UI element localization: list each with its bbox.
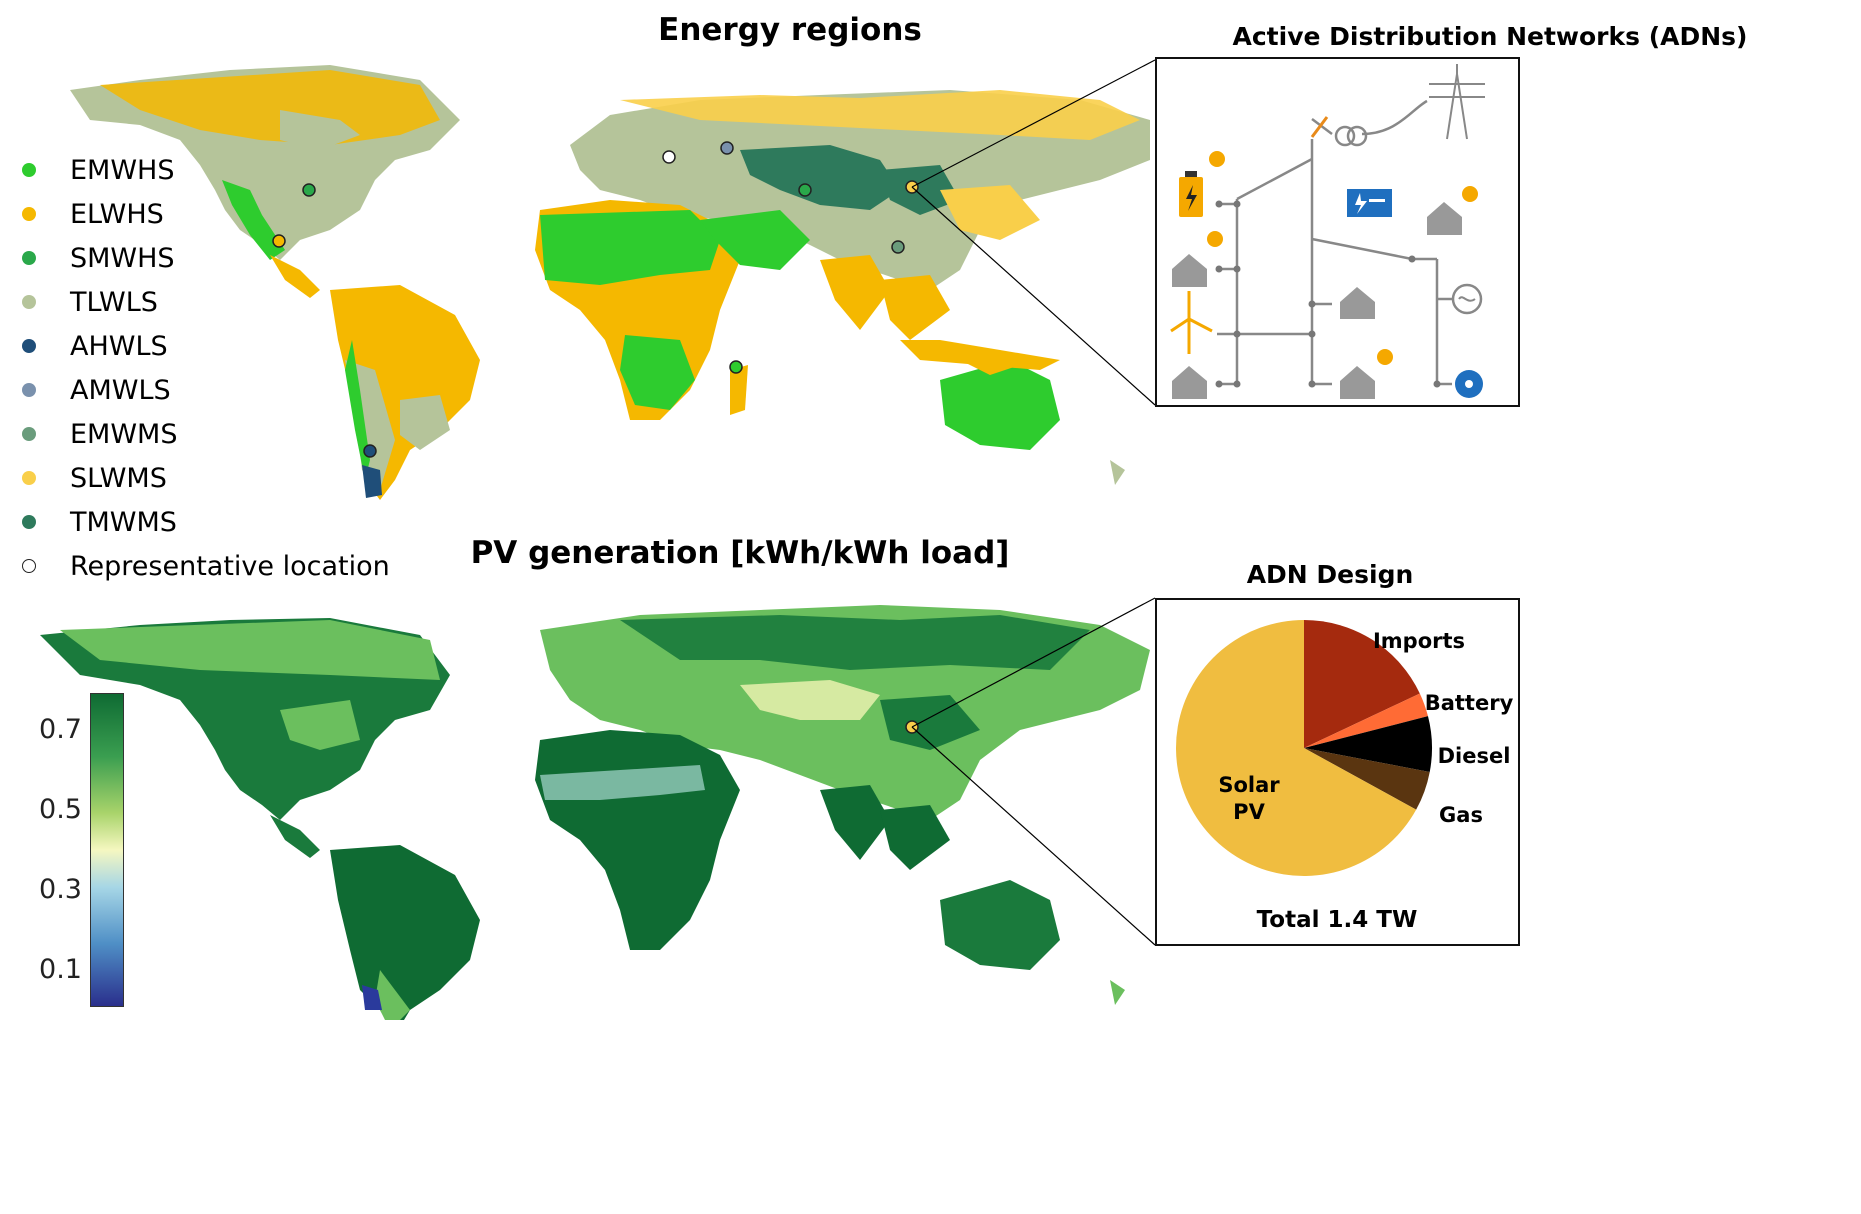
pie-slice-solar-pv bbox=[1176, 620, 1417, 876]
south-america-landmass bbox=[330, 845, 480, 1020]
legend-label: SLWMS bbox=[70, 462, 167, 494]
pie-label: Gas bbox=[1439, 803, 1483, 827]
transmission-tower-icon bbox=[1429, 64, 1485, 140]
pie-slice-diesel bbox=[1304, 716, 1432, 772]
bottom-map-title: PV generation [kWh/kWh load] bbox=[470, 535, 1010, 571]
rep-location-marker bbox=[363, 444, 377, 458]
north-america-tundra bbox=[100, 70, 440, 145]
sun-icon bbox=[1377, 349, 1393, 365]
house-icon bbox=[1340, 349, 1393, 399]
pv-generation-map bbox=[40, 597, 1156, 1020]
legend-item: TLWLS bbox=[22, 280, 442, 324]
legend-swatch bbox=[22, 427, 36, 441]
legend-label: ELWHS bbox=[70, 198, 164, 230]
generator-icon bbox=[1347, 189, 1392, 217]
colorbar-tick: 0.5 bbox=[39, 794, 82, 825]
legend-item-representative: Representative location bbox=[22, 544, 442, 588]
open-circle-icon bbox=[22, 559, 36, 573]
legend-item: EMWMS bbox=[22, 412, 442, 456]
legend-label: TLWLS bbox=[70, 286, 158, 318]
australia-landmass bbox=[940, 880, 1060, 970]
pie-slice-gas bbox=[1304, 748, 1430, 810]
legend-label: AMWLS bbox=[70, 374, 171, 406]
rep-location-marker bbox=[891, 240, 905, 254]
adn-schematic bbox=[1170, 64, 1485, 399]
legend-item: AHWLS bbox=[22, 324, 442, 368]
house-icon bbox=[1340, 287, 1375, 319]
pie-label: Imports bbox=[1373, 629, 1465, 653]
colorbar-tick: 0.1 bbox=[39, 954, 82, 985]
legend-label: TMWMS bbox=[70, 506, 177, 538]
rep-location-marker bbox=[302, 183, 316, 197]
adn-design-title: ADN Design bbox=[1246, 560, 1414, 589]
legend-item: EMWHS bbox=[22, 148, 442, 192]
energy-region-legend: EMWHS ELWHS SMWHS TLWLS AHWLS AMWLS EMWM… bbox=[22, 148, 442, 588]
rep-location-marker bbox=[729, 360, 743, 374]
battery-icon bbox=[1179, 151, 1225, 217]
rep-location-marker bbox=[720, 141, 734, 155]
sahara-region bbox=[540, 210, 720, 285]
australia-landmass bbox=[940, 360, 1060, 450]
adn-title: Active Distribution Networks (ADNs) bbox=[1232, 22, 1748, 51]
pie-label: PV bbox=[1233, 800, 1265, 824]
rep-location-marker bbox=[662, 150, 676, 164]
legend-label: EMWMS bbox=[70, 418, 178, 450]
wind-turbine-icon bbox=[1170, 291, 1213, 354]
gas-turbine-icon bbox=[1455, 370, 1483, 398]
legend-swatch bbox=[22, 163, 36, 177]
adn-design-panel: Solar PV Imports Battery Diesel Gas Total 1.4 … bbox=[1155, 598, 1520, 946]
legend-item: AMWLS bbox=[22, 368, 442, 412]
legend-label: SMWHS bbox=[70, 242, 175, 274]
sun-icon bbox=[1209, 151, 1225, 167]
mexico-region bbox=[222, 180, 285, 260]
sun-icon bbox=[1462, 186, 1478, 202]
legend-label: Representative location bbox=[70, 550, 390, 582]
legend-item: SLWMS bbox=[22, 456, 442, 500]
transformer-icon bbox=[1334, 125, 1356, 147]
legend-swatch bbox=[22, 207, 36, 221]
legend-label: AHWLS bbox=[70, 330, 168, 362]
legend-swatch bbox=[22, 515, 36, 529]
pie-slice-imports bbox=[1304, 620, 1420, 748]
ac-source-icon bbox=[1451, 283, 1483, 315]
legend-swatch bbox=[22, 339, 36, 353]
rep-location-marker bbox=[272, 234, 286, 248]
legend-item: TMWMS bbox=[22, 500, 442, 544]
colorbar bbox=[90, 693, 124, 1007]
rep-location-marker bbox=[798, 183, 812, 197]
house-icon bbox=[1427, 186, 1478, 235]
pie-label: Solar bbox=[1218, 773, 1280, 797]
pie-total-label: Total 1.4 TW bbox=[1257, 907, 1418, 933]
africa-landmass bbox=[535, 730, 740, 950]
adn-schematic-panel bbox=[1155, 57, 1520, 407]
energy-regions-map bbox=[70, 59, 1156, 500]
sun-icon bbox=[1207, 231, 1223, 247]
pie-slice-battery bbox=[1304, 693, 1428, 748]
legend-item: ELWHS bbox=[22, 192, 442, 236]
legend-item: SMWHS bbox=[22, 236, 442, 280]
legend-swatch bbox=[22, 295, 36, 309]
central-asia-region bbox=[740, 145, 900, 210]
top-map-title: Energy regions bbox=[658, 12, 922, 48]
adn-design-pie: Solar PV Imports Battery Diesel Gas Total 1.4 … bbox=[1176, 620, 1514, 933]
pie-label: Diesel bbox=[1438, 744, 1511, 768]
house-icon bbox=[1172, 366, 1207, 399]
legend-swatch bbox=[22, 383, 36, 397]
colorbar-tick: 0.3 bbox=[39, 874, 82, 905]
legend-swatch bbox=[22, 251, 36, 265]
house-icon bbox=[1172, 231, 1223, 287]
pie-label: Battery bbox=[1425, 691, 1514, 715]
colorbar-tick: 0.7 bbox=[39, 714, 82, 745]
legend-swatch bbox=[22, 471, 36, 485]
legend-label: EMWHS bbox=[70, 154, 175, 186]
